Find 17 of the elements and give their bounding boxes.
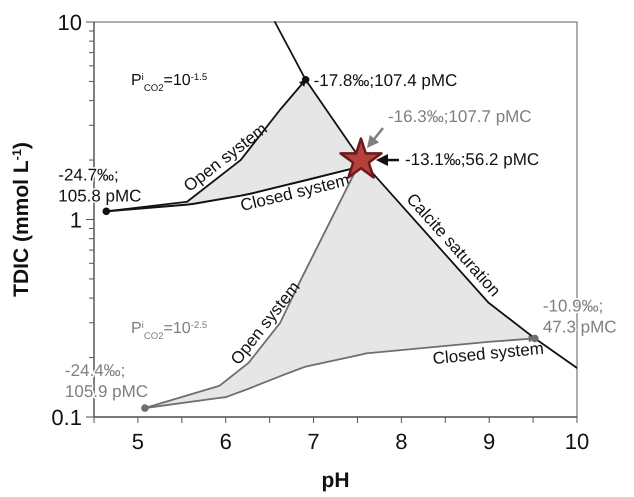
y-tick-label: 1 [70, 208, 82, 232]
text: Closed system [432, 338, 545, 368]
text: Closed system [238, 170, 352, 216]
annotation: P$^{i}$$_{CO2}$=10$^{-2.5}$ [131, 320, 208, 342]
annotation: -13.1‰;56.2 pMC [404, 150, 540, 170]
y-tick-label: 10 [58, 10, 82, 35]
annotation: -17.8‰;107.4 pMC [314, 70, 458, 90]
x-tick-label: 8 [395, 429, 408, 454]
x-tick-label: 5 [132, 429, 144, 454]
annotation: -16.3‰;107.7 pMC [388, 107, 532, 126]
x-tick-label: 9 [483, 429, 496, 454]
annotation: P$^{i}$$_{CO2}$=10$^{-1.5}$ [131, 72, 208, 94]
x-tick-label: 6 [220, 429, 232, 454]
y-tick-label: 0.1 [51, 405, 82, 430]
x-axis-title: pH [322, 469, 350, 492]
x-tick-label: 10 [564, 429, 590, 454]
x-tick-label: 7 [307, 429, 320, 454]
